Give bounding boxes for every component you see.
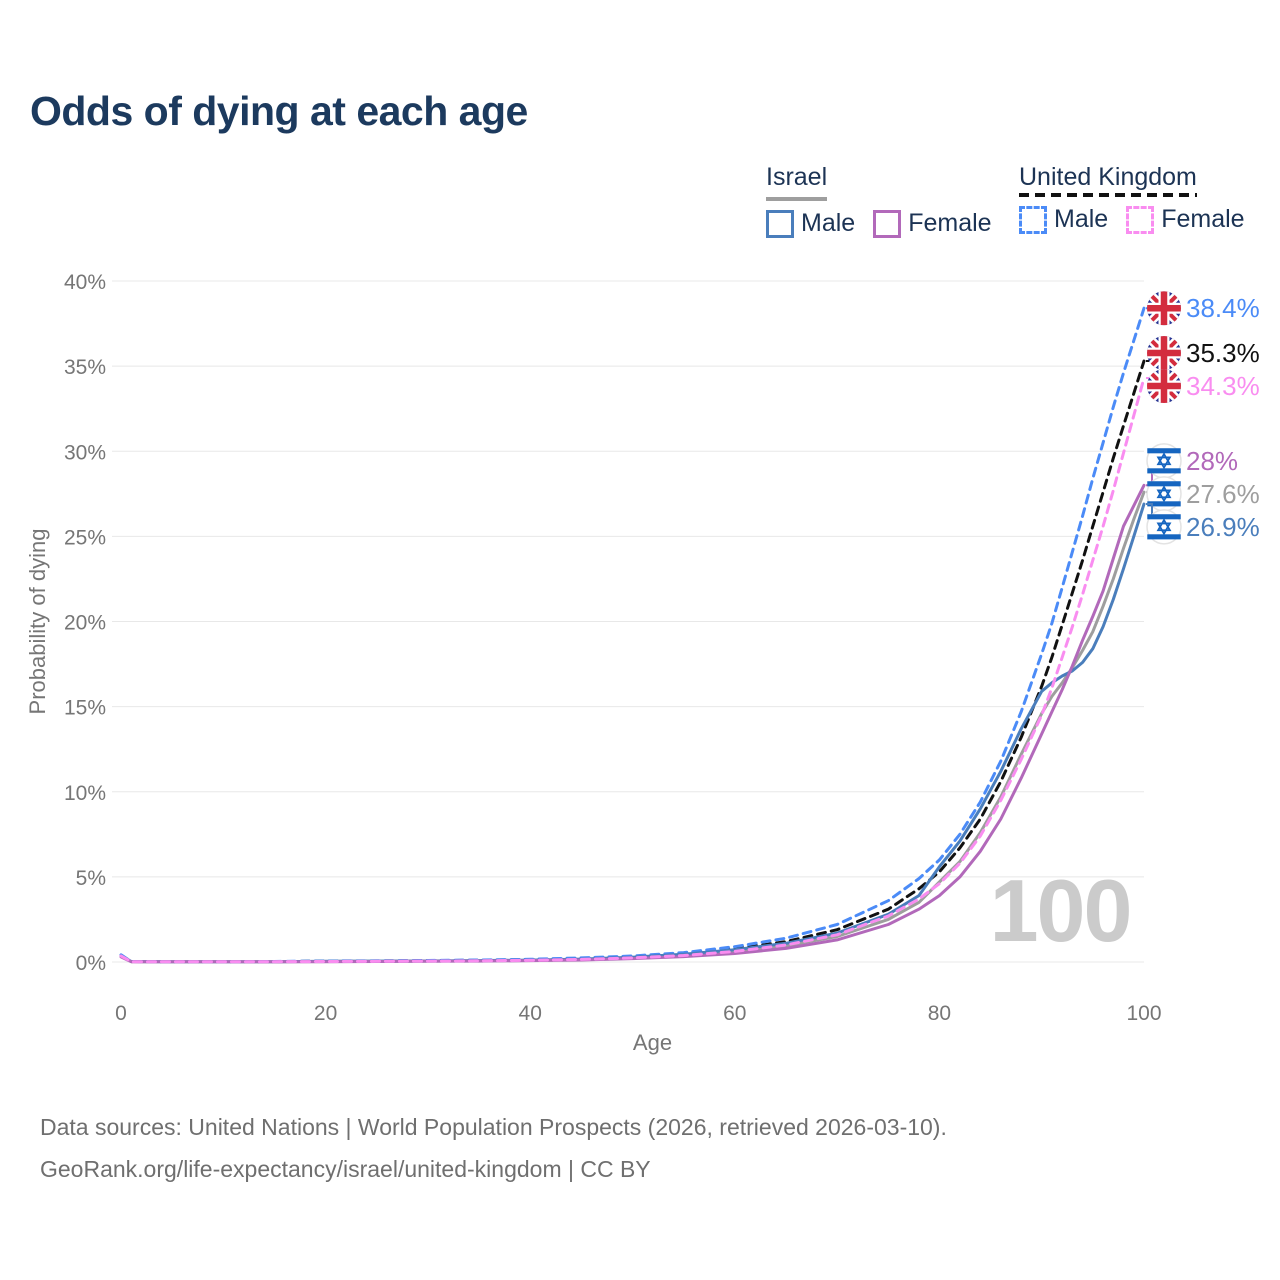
x-tick-label: 0 [115, 1002, 127, 1025]
uk-female-swatch-icon [1126, 205, 1155, 234]
x-tick-label: 80 [928, 1002, 951, 1025]
y-tick-label: 40% [64, 271, 106, 294]
israel-flag-part [1156, 489, 1172, 503]
y-tick-label: 30% [64, 441, 106, 464]
hover-age-watermark: 100 [989, 861, 1133, 960]
y-tick-label: 25% [64, 526, 106, 549]
uk-flag-icon [1147, 291, 1181, 326]
end-label-israel-both: 27.6% [1186, 479, 1260, 509]
end-label-uk-female: 34.3% [1186, 371, 1260, 401]
israel-flag-part [1147, 514, 1181, 520]
series-line-uk-female[interactable] [119, 376, 1146, 964]
uk-flag-part [1147, 369, 1181, 404]
x-tick-label: 60 [723, 1002, 746, 1025]
israel-flag-icon [1146, 509, 1182, 545]
x-axis-title: Age [633, 1030, 672, 1055]
israel-female-swatch-icon [873, 209, 902, 238]
footer-sources-line: Data sources: United Nations | World Pop… [40, 1114, 947, 1140]
y-tick-label: 15% [64, 697, 106, 720]
legend-uk-male-label: Male [1054, 205, 1109, 233]
israel-male-swatch-icon [766, 209, 794, 238]
israel-flag-part [1147, 501, 1181, 507]
y-tick-label: 10% [64, 782, 106, 805]
israel-flag-icon [1146, 476, 1182, 512]
x-tick-label: 100 [1126, 1002, 1161, 1025]
legend-uk-row: Male Female [1019, 205, 1263, 234]
x-tick-label: 40 [519, 1002, 542, 1025]
legend-item-israel-male[interactable]: Male [766, 209, 855, 238]
israel-flag-part [1147, 468, 1181, 474]
y-tick-label: 5% [76, 867, 106, 890]
israel-flag-part [1147, 534, 1181, 540]
legend-item-uk-female[interactable]: Female [1126, 205, 1245, 234]
y-tick-label: 20% [64, 612, 106, 635]
uk-flag-icon [1147, 336, 1181, 371]
y-tick-label: 35% [64, 356, 106, 379]
israel-flag-part [1156, 452, 1172, 466]
footer-url-line: GeoRank.org/life-expectancy/israel/unite… [40, 1156, 651, 1182]
uk-flag-icon [1147, 369, 1181, 404]
footer: Data sources: United Nations | World Pop… [40, 1106, 947, 1190]
uk-flag-part [1147, 291, 1181, 326]
page-title: Odds of dying at each age [30, 88, 528, 134]
israel-flag-part [1156, 522, 1172, 536]
israel-flag-part [1156, 456, 1172, 470]
end-label-uk-male: 38.4% [1186, 293, 1260, 323]
end-label-israel-female: 28% [1186, 446, 1238, 476]
legend-item-uk-male[interactable]: Male [1019, 205, 1108, 234]
israel-flag-part [1147, 448, 1181, 454]
israel-flag-part [1156, 485, 1172, 499]
israel-flag-icon [1146, 443, 1182, 479]
end-label-israel-male: 26.9% [1186, 512, 1260, 542]
uk-male-swatch-icon [1019, 205, 1047, 234]
legend-israel: Israel Male Female [766, 163, 1010, 238]
x-tick-label: 20 [314, 1002, 337, 1025]
legend-israel-female-label: Female [908, 209, 992, 237]
y-tick-label: 0% [76, 952, 106, 975]
legend-uk: United Kingdom Male Female [1019, 163, 1263, 234]
israel-flag-part [1156, 518, 1172, 532]
legend-israel-male-label: Male [801, 209, 856, 237]
uk-flag-part [1147, 336, 1181, 371]
legend-item-israel-female[interactable]: Female [873, 209, 992, 238]
legend-uk-header: United Kingdom [1019, 163, 1197, 197]
end-label-uk-both: 35.3% [1186, 338, 1260, 368]
legend-uk-female-label: Female [1161, 205, 1245, 233]
israel-flag-part [1147, 481, 1181, 487]
y-axis-title: Probability of dying [25, 529, 50, 715]
legend-israel-header: Israel [766, 163, 828, 201]
legend-israel-row: Male Female [766, 209, 1010, 238]
